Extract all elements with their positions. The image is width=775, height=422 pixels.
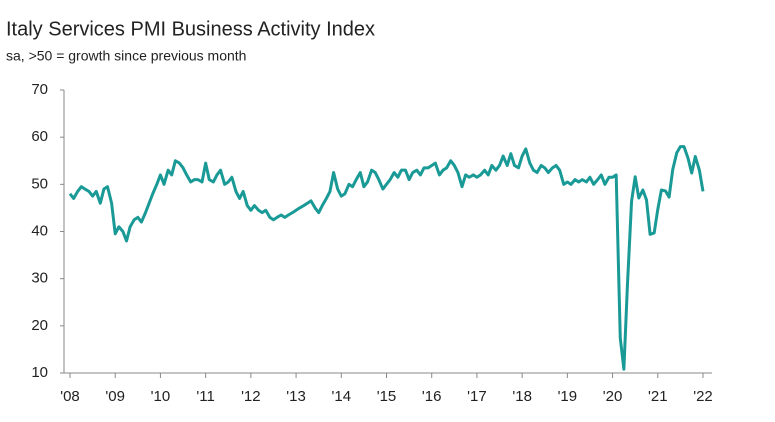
x-tick-label: '22 <box>693 388 713 405</box>
x-tick-label: '16 <box>422 388 442 405</box>
x-tick-label: '09 <box>105 388 125 405</box>
y-tick-label: 70 <box>31 81 48 98</box>
x-tick-label: '13 <box>286 388 306 405</box>
y-tick-label: 50 <box>31 175 48 192</box>
x-tick-label: '14 <box>332 388 352 405</box>
y-tick-label: 40 <box>31 222 48 239</box>
x-tick-label: '18 <box>512 388 532 405</box>
x-tick-label: '11 <box>196 388 214 405</box>
x-tick-label: '20 <box>603 388 623 405</box>
x-tick-label: '15 <box>377 388 397 405</box>
y-tick-label: 20 <box>31 317 48 334</box>
x-tick-label: '08 <box>60 388 80 405</box>
y-tick-label: 10 <box>31 364 48 381</box>
chart-title: Italy Services PMI Business Activity Ind… <box>6 18 375 40</box>
y-tick-label: 30 <box>31 270 48 287</box>
chart-subtitle: sa, >50 = growth since previous month <box>6 48 246 64</box>
series-line <box>68 145 705 371</box>
y-tick-label: 60 <box>31 128 48 145</box>
x-tick-label: '21 <box>648 388 668 405</box>
x-tick-label: '19 <box>558 388 578 405</box>
x-tick-label: '12 <box>241 388 261 405</box>
x-tick-label: '17 <box>467 388 487 405</box>
x-tick-label: '10 <box>151 388 171 405</box>
